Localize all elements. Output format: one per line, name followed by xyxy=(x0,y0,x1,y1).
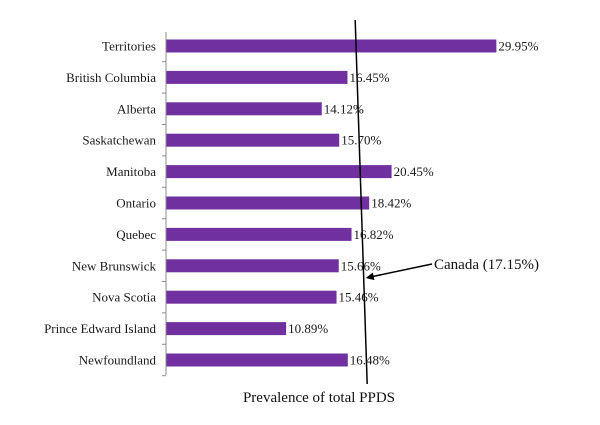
category-label-quebec: Quebec xyxy=(116,227,156,242)
category-label-ontario: Ontario xyxy=(116,196,156,211)
bar-manitoba xyxy=(166,165,392,179)
annotation-arrowhead xyxy=(365,272,375,281)
category-label-manitoba: Manitoba xyxy=(106,164,156,179)
bar-ontario xyxy=(166,196,370,210)
category-label-new-brunswick: New Brunswick xyxy=(72,258,157,273)
category-label-british-columbia: British Columbia xyxy=(66,70,156,85)
value-label-british-columbia: 16.45% xyxy=(349,70,389,85)
value-label-new-brunswick: 15.66% xyxy=(341,258,381,273)
bar-new-brunswick xyxy=(166,259,339,273)
bar-territories xyxy=(166,39,497,53)
bar-nova-scotia xyxy=(166,290,337,304)
category-label-nova-scotia: Nova Scotia xyxy=(92,290,156,305)
bars-layer xyxy=(162,39,497,377)
x-axis-title: Prevalence of total PPDS xyxy=(243,390,395,406)
value-label-saskatchewan: 15.70% xyxy=(341,133,381,148)
value-label-nova-scotia: 15.46% xyxy=(339,290,379,305)
value-label-prince-edward-island: 10.89% xyxy=(288,321,328,336)
canada-annotation-label: Canada (17.15%) xyxy=(434,257,539,273)
bar-quebec xyxy=(166,227,352,241)
category-label-saskatchewan: Saskatchewan xyxy=(82,133,156,148)
bar-prince-edward-island xyxy=(166,322,287,336)
value-label-newfoundland: 16.48% xyxy=(350,353,390,368)
category-label-prince-edward-island: Prince Edward Island xyxy=(44,321,156,336)
value-label-territories: 29.95% xyxy=(498,39,538,54)
annotation-arrow xyxy=(372,263,433,278)
value-label-ontario: 18.42% xyxy=(371,196,411,211)
value-label-quebec: 16.82% xyxy=(354,227,394,242)
category-label-territories: Territories xyxy=(102,39,156,54)
canada-reference-line xyxy=(354,19,368,385)
labels-layer: Territories 29.95% British Columbia 16.45% A… xyxy=(44,39,539,368)
bar-newfoundland xyxy=(166,353,348,367)
value-label-alberta: 14.12% xyxy=(324,101,364,116)
bar-saskatchewan xyxy=(166,133,340,147)
bar-alberta xyxy=(166,102,322,116)
value-label-manitoba: 20.45% xyxy=(394,164,434,179)
bar-british-columbia xyxy=(166,70,348,84)
category-label-alberta: Alberta xyxy=(117,101,156,116)
canada-annotation: Canada (17.15%) xyxy=(365,257,539,281)
category-label-newfoundland: Newfoundland xyxy=(79,353,157,368)
